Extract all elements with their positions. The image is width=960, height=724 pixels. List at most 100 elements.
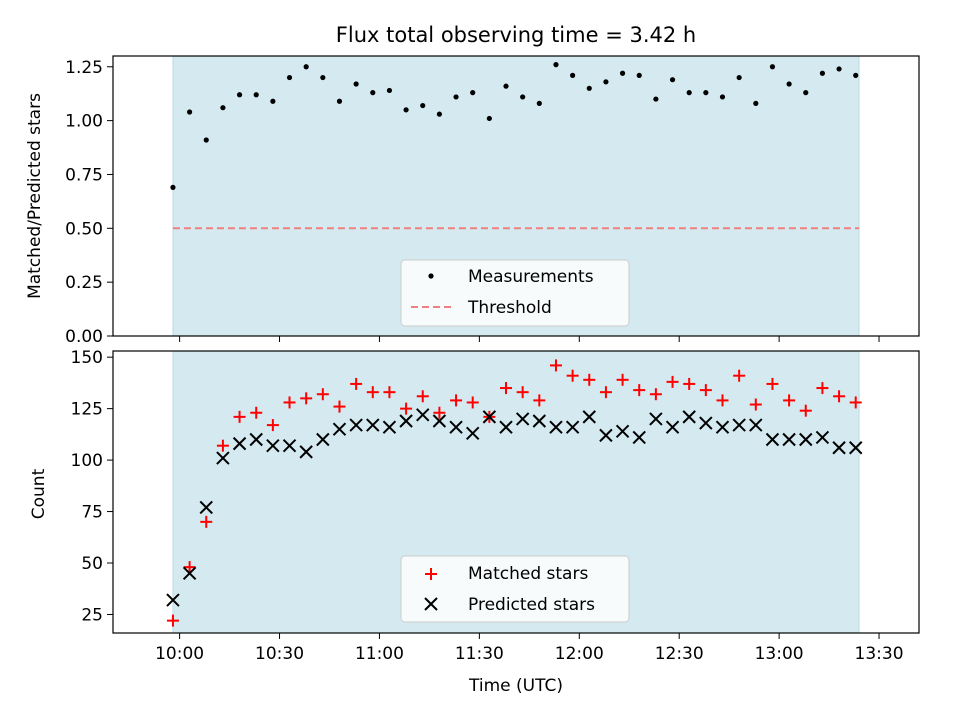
predicted-x-b	[382, 420, 397, 434]
predicted-stars-point	[732, 418, 746, 432]
legend-matched-marker	[425, 568, 437, 580]
predicted-stars-point	[432, 414, 447, 428]
matched-stars-point	[549, 359, 562, 372]
predicted-stars-point	[582, 410, 596, 424]
matched-stars-point	[500, 382, 513, 395]
matched-stars-point	[183, 561, 196, 574]
predicted-stars-point	[332, 422, 347, 436]
predicted-x-b	[166, 593, 180, 607]
predicted-stars-point	[632, 430, 646, 445]
measurement-point	[703, 90, 709, 96]
matched-stars-point	[716, 394, 729, 407]
predicted-x-b	[232, 436, 247, 451]
predicted-stars-point	[366, 418, 380, 432]
predicted-x-b	[299, 445, 313, 459]
matched-stars-point	[250, 406, 263, 419]
matched-stars-point	[699, 384, 712, 397]
predicted-stars-point	[765, 432, 780, 447]
predicted-x-b	[549, 420, 563, 434]
bottom-y-axis-label: Count	[29, 468, 49, 519]
bottom-ytick-label-2: 75	[81, 503, 103, 523]
top-ytick-label-5: 1.25	[65, 58, 103, 78]
measurement-point	[403, 107, 409, 113]
top-ytick-label-3: 0.75	[65, 165, 103, 185]
matched-stars-point	[416, 390, 429, 403]
measurement-point	[553, 62, 559, 68]
predicted-x-b	[499, 420, 513, 434]
matched-stars-point	[666, 375, 679, 388]
measurement-point	[370, 90, 376, 96]
predicted-x-b	[282, 438, 297, 453]
predicted-x-b	[316, 432, 330, 447]
predicted-stars-point	[815, 430, 830, 445]
predicted-stars-point	[449, 420, 463, 434]
matched-stars-point	[216, 439, 229, 452]
bottom-axes-frame	[112, 350, 920, 634]
predicted-stars-point	[499, 420, 513, 434]
top-legend-box	[400, 259, 630, 327]
matched-stars-point	[350, 377, 363, 390]
predicted-x-b	[399, 414, 413, 428]
predicted-stars-point	[299, 445, 313, 459]
measurement-point	[220, 105, 226, 111]
predicted-x-b	[349, 418, 363, 432]
predicted-x-b	[366, 418, 380, 432]
measurement-point	[769, 64, 776, 70]
bottom-legend-box	[400, 555, 630, 623]
top-legend: Measurements Threshold	[400, 259, 630, 327]
measurement-point	[436, 111, 442, 117]
measurement-point	[286, 74, 293, 81]
predicted-stars-point	[199, 500, 213, 515]
matched-stars-point	[583, 373, 596, 386]
matched-stars-point	[816, 382, 829, 395]
predicted-x-b	[782, 432, 796, 447]
predicted-x-b	[432, 414, 447, 428]
predicted-x-b	[599, 428, 613, 443]
predicted-x-b	[182, 566, 197, 581]
predicted-stars-point	[832, 441, 846, 455]
bottom-ytick-label-0: 25	[81, 605, 103, 625]
measurement-point	[836, 66, 842, 72]
bottom-ytick-label-1: 50	[81, 554, 103, 574]
matched-stars-point	[616, 373, 629, 386]
measurement-point	[736, 74, 742, 81]
predicted-stars-point	[565, 420, 580, 434]
predicted-stars-point	[615, 424, 630, 438]
legend-threshold-label: Threshold	[467, 298, 552, 318]
measurement-point	[420, 102, 426, 109]
predicted-stars-point	[232, 436, 247, 451]
measurement-point	[653, 96, 659, 102]
measurement-point	[486, 115, 492, 122]
bottom-ytick-label-5: 150	[71, 348, 103, 368]
measurement-point	[853, 72, 859, 78]
measurement-point	[170, 184, 176, 190]
matched-stars-point	[366, 386, 379, 399]
predicted-x-b	[565, 420, 580, 434]
predicted-stars-point	[316, 432, 330, 447]
measurement-point	[570, 72, 576, 78]
bottom-ytick-label-4: 125	[71, 400, 103, 420]
measurement-point	[819, 70, 826, 76]
predicted-x-b	[799, 432, 813, 447]
bottom-xtick-label-7: 13:30	[855, 644, 904, 664]
predicted-stars-point	[382, 420, 397, 434]
predicted-x-b	[632, 430, 646, 445]
predicted-stars-point	[416, 408, 430, 422]
predicted-x-b	[515, 412, 530, 426]
measurement-point	[303, 64, 309, 70]
measurement-point	[603, 79, 609, 85]
predicted-stars-point	[849, 441, 863, 455]
measurement-point	[353, 81, 359, 87]
matched-stars-point	[649, 388, 662, 401]
bottom-xtick-label-5: 12:30	[655, 644, 704, 664]
matched-stars-point	[283, 396, 296, 409]
measurement-point	[470, 90, 476, 96]
measurement-point	[503, 83, 509, 89]
predicted-x-b	[266, 438, 280, 453]
measurement-point	[320, 74, 326, 81]
measurement-point	[187, 109, 193, 115]
measurement-point	[236, 92, 243, 98]
predicted-x-b	[849, 441, 863, 455]
